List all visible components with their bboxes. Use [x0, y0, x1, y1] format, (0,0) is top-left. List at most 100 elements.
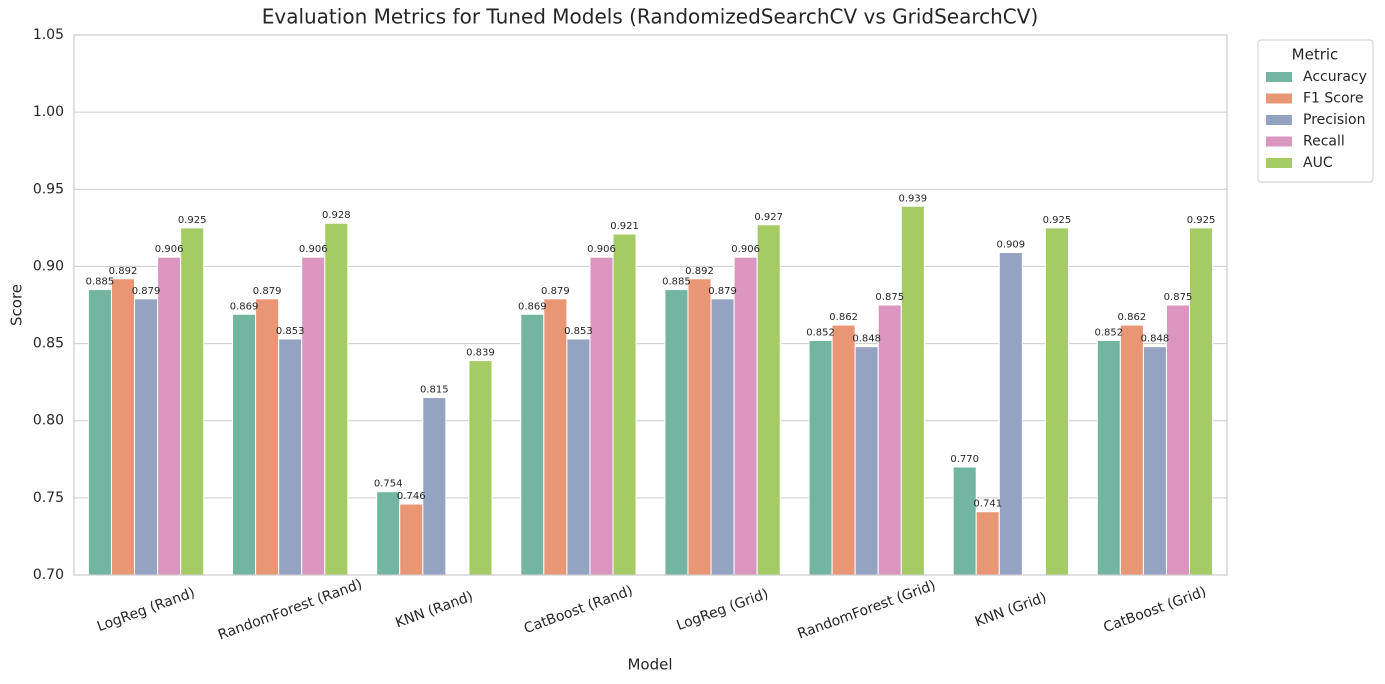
value-label: 0.848	[852, 334, 881, 345]
legend-label: Recall	[1303, 134, 1345, 150]
bar	[543, 298, 568, 575]
x-tick-label: KNN (Rand)	[393, 589, 475, 632]
x-tick-label: LogReg (Rand)	[95, 585, 197, 635]
y-tick-label: 0.85	[33, 336, 64, 352]
bar	[808, 339, 833, 575]
value-label: 0.928	[322, 210, 351, 221]
x-tick-label: CatBoost (Grid)	[1101, 584, 1208, 636]
value-label: 0.909	[996, 240, 1025, 251]
bar	[589, 256, 614, 575]
bar	[900, 205, 925, 575]
bar	[566, 338, 591, 575]
legend-swatch	[1266, 93, 1292, 104]
bar	[232, 313, 257, 575]
y-tick-label: 0.90	[33, 258, 64, 274]
bar	[134, 298, 159, 575]
y-axis-label: Score	[8, 284, 26, 326]
y-tick-label: 0.80	[33, 413, 64, 429]
bar	[278, 338, 303, 575]
bar	[87, 289, 112, 575]
value-label: 0.879	[132, 286, 161, 297]
bar	[422, 397, 447, 575]
bar	[1096, 339, 1121, 575]
bar	[1142, 346, 1167, 575]
y-tick-label: 1.05	[33, 27, 64, 43]
value-label: 0.869	[230, 301, 259, 312]
bar	[1189, 227, 1214, 575]
bar	[733, 256, 758, 575]
legend-label: F1 Score	[1303, 91, 1364, 107]
value-label: 0.906	[731, 244, 760, 255]
bar	[157, 256, 182, 575]
bar	[180, 227, 205, 575]
bar	[975, 511, 1000, 575]
x-tick-label: KNN (Grid)	[973, 590, 1049, 631]
y-tick-label: 0.70	[33, 567, 64, 583]
x-tick-label: RandomForest (Rand)	[216, 576, 364, 643]
value-label: 0.906	[587, 244, 616, 255]
chart-title: Evaluation Metrics for Tuned Models (Ran…	[262, 5, 1039, 29]
value-label: 0.885	[86, 277, 115, 288]
value-label: 0.862	[1118, 312, 1147, 323]
value-label: 0.853	[276, 326, 305, 337]
value-label: 0.921	[610, 221, 639, 232]
value-label: 0.741	[973, 499, 1002, 510]
y-tick-label: 0.75	[33, 490, 64, 506]
plot-frame	[73, 34, 1228, 576]
value-label: 0.862	[829, 312, 858, 323]
legend-label: Precision	[1303, 112, 1365, 128]
value-label: 0.906	[299, 244, 328, 255]
value-label: 0.939	[898, 193, 927, 204]
value-label: 0.852	[1094, 327, 1123, 338]
legend-swatch	[1266, 115, 1292, 125]
value-label: 0.879	[253, 286, 282, 297]
bar	[376, 491, 401, 575]
bar	[1119, 324, 1144, 575]
bar	[854, 346, 879, 575]
value-label: 0.875	[1164, 292, 1193, 303]
y-tick-label: 1.00	[33, 104, 64, 120]
legend-swatch	[1266, 136, 1292, 147]
value-label: 0.746	[397, 491, 426, 502]
bar	[952, 466, 977, 575]
legend-label: Accuracy	[1303, 69, 1367, 85]
value-label: 0.848	[1141, 334, 1170, 345]
bar	[1165, 304, 1191, 575]
value-label: 0.927	[754, 212, 783, 223]
value-label: 0.853	[564, 326, 593, 337]
bar	[664, 289, 689, 575]
value-label: 0.815	[420, 385, 449, 396]
value-label: 0.839	[466, 348, 495, 359]
x-tick-label: RandomForest (Grid)	[796, 578, 938, 643]
value-label: 0.770	[950, 454, 979, 465]
bar	[110, 278, 136, 575]
x-tick-label: LogReg (Grid)	[675, 586, 771, 634]
bar	[468, 360, 493, 575]
bar	[324, 222, 349, 575]
legend-title: Metric	[1292, 46, 1339, 64]
bar	[399, 503, 424, 575]
value-label: 0.892	[685, 266, 714, 277]
value-label: 0.875	[875, 292, 904, 303]
bar	[710, 298, 735, 575]
bar	[756, 224, 781, 575]
value-label: 0.892	[109, 266, 138, 277]
plot-area	[87, 205, 1214, 575]
value-label: 0.925	[1043, 215, 1072, 226]
legend-label: AUC	[1303, 155, 1333, 171]
bar	[687, 278, 712, 575]
legend-swatch	[1266, 72, 1292, 82]
value-label: 0.906	[155, 244, 184, 255]
x-tick-label: CatBoost (Rand)	[522, 583, 635, 637]
y-tick-label: 0.95	[33, 181, 64, 197]
bar	[612, 233, 637, 575]
value-label: 0.852	[806, 327, 835, 338]
bar	[301, 256, 326, 575]
value-label: 0.869	[518, 301, 547, 312]
bar	[1044, 227, 1069, 575]
bar	[998, 252, 1023, 575]
x-axis-label: Model	[627, 656, 672, 674]
value-label: 0.925	[1187, 215, 1216, 226]
value-label: 0.879	[541, 286, 570, 297]
bar	[255, 298, 280, 575]
